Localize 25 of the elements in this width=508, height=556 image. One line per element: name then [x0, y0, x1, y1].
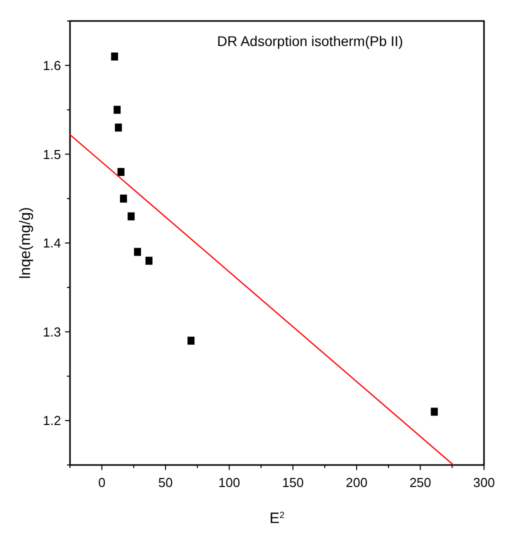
point [145, 256, 152, 265]
y-tick-label: 1.2 [42, 413, 61, 428]
point [120, 194, 127, 203]
x-tick-label: 0 [98, 475, 106, 490]
x-axis-title: E$^{2}$ [269, 510, 285, 527]
x-tick-label: 250 [409, 475, 432, 490]
x-tick-label: 300 [473, 475, 495, 490]
y-tick-label: 1.4 [42, 236, 61, 251]
y-tick-label: 1.5 [42, 146, 61, 162]
y-axis-title: lnqe(mg/g) [17, 207, 34, 279]
point [111, 52, 118, 61]
text: DR Adsorption isotherm(Pb II) [217, 33, 404, 49]
point [134, 248, 142, 256]
point [188, 336, 195, 345]
y-tick-label: 1.6 [42, 58, 61, 73]
point [128, 212, 135, 220]
x-tick-label: 50 [158, 475, 173, 490]
y-tick-label: 1.3 [42, 324, 61, 340]
x-tick-label: 100 [218, 475, 240, 490]
point [117, 168, 124, 176]
point [114, 124, 122, 132]
x-tick-label: 150 [282, 475, 304, 490]
x-tick-label: 200 [346, 475, 368, 490]
point [430, 408, 438, 416]
point [114, 106, 121, 114]
